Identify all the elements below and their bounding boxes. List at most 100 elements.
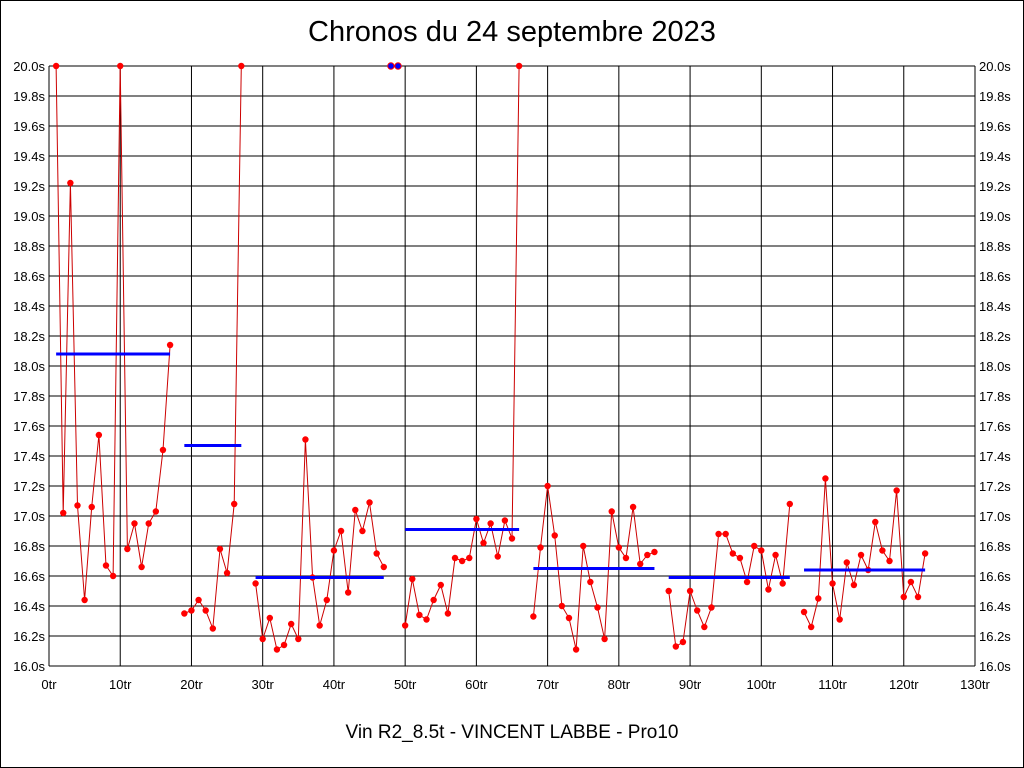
lap-point <box>515 62 523 70</box>
lap-point <box>836 616 843 623</box>
lap-point <box>223 569 231 577</box>
lap-point <box>344 589 352 596</box>
lap-point <box>287 620 295 628</box>
lap-point <box>879 547 886 554</box>
lap-point <box>138 563 145 571</box>
lap-point <box>622 554 630 562</box>
y-tick-label-right: 17.4s <box>979 449 1011 464</box>
y-tick-label-left: 17.4s <box>13 449 45 464</box>
lap-point <box>822 475 829 482</box>
lap-point <box>352 506 359 514</box>
lap-point <box>694 607 701 614</box>
lap-point <box>601 635 608 643</box>
lap-point <box>494 553 501 560</box>
y-tick-label-right: 19.6s <box>979 119 1011 134</box>
lap-point <box>337 527 345 535</box>
lap-point <box>273 646 281 653</box>
lap-point <box>95 431 103 439</box>
y-tick-label-left: 16.4s <box>13 599 45 614</box>
lap-point <box>594 604 601 611</box>
lap-point <box>238 62 245 70</box>
lap-point <box>708 604 715 611</box>
lap-point <box>701 623 708 631</box>
lap-point <box>736 554 744 562</box>
lap-point <box>409 575 416 583</box>
lap-point <box>216 545 224 553</box>
grid-lines <box>48 65 976 667</box>
lap-point <box>416 611 423 619</box>
lap-point <box>102 562 110 569</box>
lap-point <box>644 551 651 559</box>
lap-line-1 <box>55 65 171 601</box>
lap-point <box>124 545 131 553</box>
y-tick-label-left: 17.0s <box>13 509 45 524</box>
x-tick-label: 80tr <box>608 677 631 692</box>
lap-point <box>672 643 680 650</box>
lap-line-2 <box>184 65 242 629</box>
y-tick-label-right: 17.2s <box>979 479 1011 494</box>
lap-point <box>280 641 288 649</box>
lap-point <box>629 503 637 511</box>
y-tick-label-right: 18.4s <box>979 299 1011 314</box>
y-tick-label-left: 18.2s <box>13 329 45 344</box>
lap-point <box>266 614 274 622</box>
lap-point <box>316 622 323 629</box>
y-tick-label-right: 17.8s <box>979 389 1011 404</box>
y-tick-label-left: 18.6s <box>13 269 45 284</box>
y-tick-label-right: 16.6s <box>979 569 1011 584</box>
lap-point <box>330 547 338 554</box>
y-tick-label-right: 18.0s <box>979 359 1011 374</box>
chart-title: Chronos du 24 septembre 2023 <box>308 16 716 48</box>
lap-point <box>451 554 459 562</box>
y-tick-label-left: 16.2s <box>13 629 45 644</box>
y-tick-label-left: 17.2s <box>13 479 45 494</box>
lap-point <box>380 563 387 571</box>
lap-point <box>295 635 302 643</box>
off-scale-marker <box>387 62 395 70</box>
lap-point <box>729 550 737 557</box>
lap-point <box>544 482 551 490</box>
y-tick-label-right: 16.8s <box>979 539 1011 554</box>
lap-point <box>872 518 879 526</box>
lap-point <box>921 550 929 557</box>
x-tick-label: 60tr <box>465 677 488 692</box>
lap-point <box>537 544 544 551</box>
y-tick-label-left: 19.6s <box>13 119 45 134</box>
lap-point <box>166 341 174 349</box>
lap-point <box>401 622 409 629</box>
lap-point <box>779 580 786 587</box>
y-tick-label-left: 18.8s <box>13 239 45 254</box>
x-tick-label: 120tr <box>889 677 919 692</box>
y-tick-label-right: 18.6s <box>979 269 1011 284</box>
lap-point <box>473 515 480 523</box>
lap-point <box>501 517 509 524</box>
x-tick-label: 130tr <box>960 677 990 692</box>
x-tick-label: 50tr <box>394 677 417 692</box>
x-tick-label: 0tr <box>41 677 57 692</box>
y-tick-label-left: 18.0s <box>13 359 45 374</box>
lap-point <box>758 547 765 554</box>
lap-point <box>430 596 437 604</box>
y-tick-label-left: 20.0s <box>13 59 45 74</box>
lap-point <box>202 607 209 614</box>
x-tick-label: 70tr <box>536 677 559 692</box>
y-tick-label-right: 19.2s <box>979 179 1011 194</box>
x-tick-label: 90tr <box>679 677 702 692</box>
lap-point <box>67 179 74 187</box>
y-tick-label-right: 20.0s <box>979 59 1011 74</box>
lap-point <box>679 638 687 646</box>
y-tick-label-left: 19.2s <box>13 179 45 194</box>
y-tick-label-right: 16.4s <box>979 599 1011 614</box>
lap-point <box>637 560 644 568</box>
lap-point <box>52 62 60 70</box>
lap-point <box>651 548 658 556</box>
lap-point <box>373 550 380 557</box>
y-tick-label-right: 16.0s <box>979 659 1011 674</box>
lap-point <box>580 542 587 550</box>
y-tick-label-right: 17.6s <box>979 419 1011 434</box>
lap-point <box>131 520 138 527</box>
lap-line-6 <box>668 503 791 648</box>
lap-point <box>558 602 566 610</box>
x-tick-label: 40tr <box>323 677 346 692</box>
lap-point <box>209 625 217 632</box>
